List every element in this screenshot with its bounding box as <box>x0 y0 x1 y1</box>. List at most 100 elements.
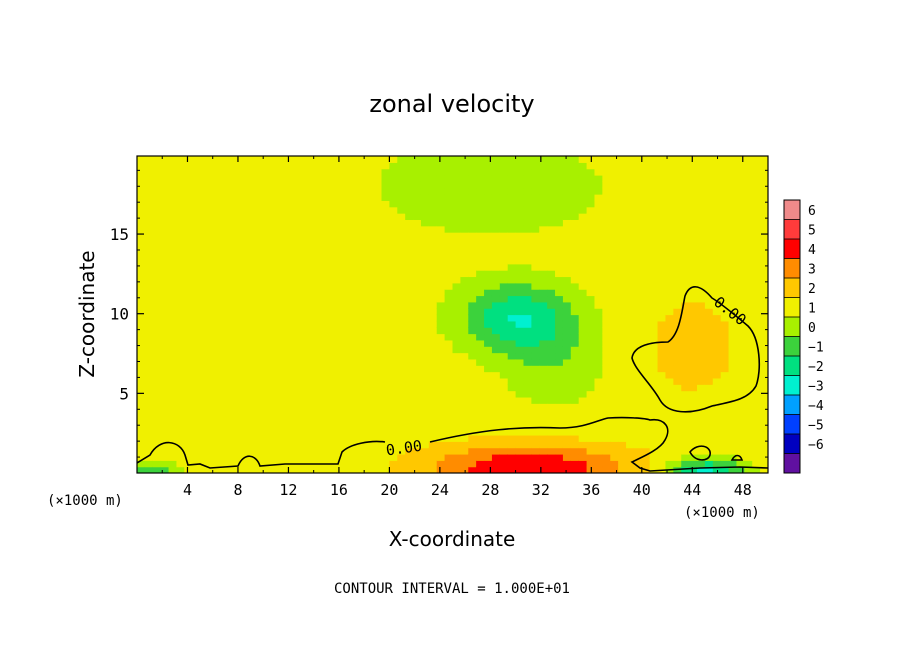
heatmap-cell <box>271 428 280 436</box>
heatmap-cell <box>523 327 532 335</box>
heatmap-cell <box>365 282 375 290</box>
heatmap-cell <box>413 238 422 246</box>
heatmap-cell <box>665 314 674 322</box>
heatmap-cell <box>428 282 438 290</box>
heatmap-cell <box>720 384 730 392</box>
heatmap-cell <box>326 453 335 461</box>
heatmap-cell <box>697 466 706 473</box>
heatmap-cell <box>586 168 596 176</box>
heatmap-cell <box>263 428 272 436</box>
heatmap-cell <box>389 187 398 195</box>
heatmap-cell <box>413 156 422 163</box>
heatmap-cell <box>239 352 249 360</box>
heatmap-cell <box>468 384 477 392</box>
heatmap-cell <box>200 251 209 259</box>
heatmap-cell <box>200 428 209 436</box>
heatmap-cell <box>176 346 185 354</box>
heatmap-cell <box>641 289 651 297</box>
heatmap-cell <box>633 257 643 265</box>
heatmap-cell <box>484 251 493 259</box>
heatmap-cell <box>286 333 296 341</box>
heatmap-cell <box>744 409 753 417</box>
heatmap-cell <box>349 156 359 163</box>
heatmap-cell <box>420 403 430 411</box>
heatmap-cell <box>144 219 154 227</box>
heatmap-cell <box>168 396 178 404</box>
heatmap-cell <box>160 327 170 335</box>
heatmap-cell <box>318 453 327 461</box>
heatmap-cell <box>578 327 588 335</box>
heatmap-cell <box>689 415 698 423</box>
heatmap-cell <box>144 346 154 354</box>
heatmap-cell <box>499 403 509 411</box>
heatmap-cell <box>168 377 178 385</box>
heatmap-cell <box>681 358 690 366</box>
heatmap-cell <box>507 162 517 170</box>
heatmap-cell <box>555 238 564 246</box>
heatmap-cell <box>460 352 469 360</box>
heatmap-cell <box>697 460 706 468</box>
heatmap-cell <box>168 295 178 303</box>
heatmap-cell <box>649 257 659 265</box>
heatmap-cell <box>515 282 525 290</box>
heatmap-cell <box>499 371 509 379</box>
heatmap-cell <box>752 257 761 265</box>
heatmap-cell <box>689 200 698 208</box>
heatmap-cell <box>657 194 667 201</box>
heatmap-cell <box>665 270 674 278</box>
heatmap-cell <box>484 460 493 468</box>
heatmap-cell <box>318 447 327 455</box>
heatmap-cell <box>744 441 753 449</box>
heatmap-cell <box>247 200 256 208</box>
heatmap-cell <box>760 162 768 170</box>
heatmap-cell <box>602 168 611 176</box>
heatmap-cell <box>523 156 532 163</box>
heatmap-cell <box>357 295 367 303</box>
heatmap-cell <box>357 213 367 220</box>
heatmap-cell <box>278 168 288 176</box>
heatmap-cell <box>760 156 768 163</box>
heatmap-cell <box>334 384 343 392</box>
heatmap-cell <box>215 295 225 303</box>
heatmap-cell <box>200 447 209 455</box>
heatmap-cell <box>420 270 430 278</box>
heatmap-cell <box>247 244 256 252</box>
heatmap-cell <box>720 225 730 233</box>
heatmap-cell <box>633 295 643 303</box>
heatmap-cell <box>247 320 256 328</box>
heatmap-cell <box>594 396 603 404</box>
heatmap-cell <box>618 187 627 195</box>
heatmap-cell <box>436 238 446 246</box>
heatmap-cell <box>247 257 256 265</box>
heatmap-cell <box>192 434 201 442</box>
heatmap-cell <box>752 200 761 208</box>
heatmap-cell <box>318 377 327 385</box>
heatmap-cell <box>310 181 320 189</box>
heatmap-cell <box>468 441 477 449</box>
heatmap-cell <box>539 276 548 284</box>
heatmap-cell <box>547 263 556 271</box>
heatmap-cell <box>610 384 619 392</box>
heatmap-cell <box>247 434 256 442</box>
heatmap-cell <box>413 225 422 233</box>
heatmap-cell <box>286 168 296 176</box>
heatmap-cell <box>334 333 343 341</box>
heatmap-cell <box>468 289 477 297</box>
heatmap-cell <box>231 301 241 309</box>
heatmap-cell <box>689 244 698 252</box>
heatmap-cell <box>239 415 249 423</box>
heatmap-cell <box>452 232 461 240</box>
heatmap-cell <box>673 308 682 316</box>
heatmap-cell <box>247 238 256 246</box>
heatmap-cell <box>144 251 154 259</box>
heatmap-cell <box>728 447 738 455</box>
heatmap-cell <box>491 251 501 259</box>
heatmap-cell <box>436 187 446 195</box>
heatmap-cell <box>357 225 367 233</box>
heatmap-cell <box>555 219 564 227</box>
heatmap-cell <box>389 156 398 163</box>
heatmap-cell <box>207 270 217 278</box>
heatmap-cell <box>539 162 548 170</box>
heatmap-cell <box>200 346 209 354</box>
heatmap-cell <box>137 238 146 246</box>
